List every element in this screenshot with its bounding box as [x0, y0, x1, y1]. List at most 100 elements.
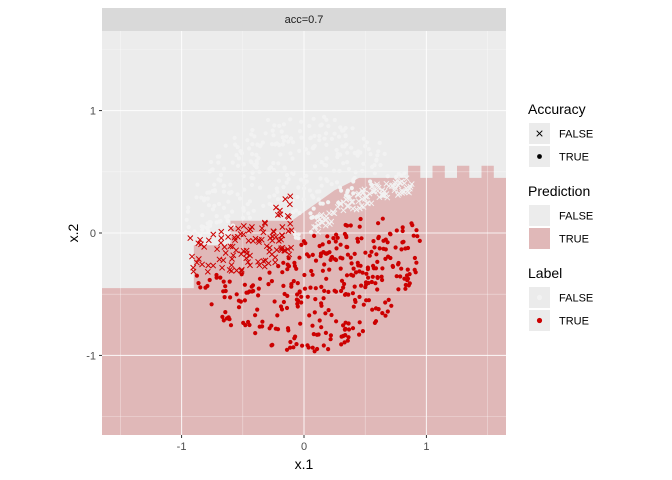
point-label-false-incorrect — [398, 187, 405, 194]
point-label-false-correct — [194, 195, 199, 200]
point-label-true-correct — [415, 234, 420, 239]
legend-dot-icon — [537, 154, 542, 159]
point-label-true-correct — [295, 304, 300, 309]
point-label-true-correct — [209, 302, 214, 307]
point-label-true-correct — [407, 272, 412, 277]
point-label-false-correct — [341, 128, 346, 133]
point-label-true-correct — [353, 299, 358, 304]
point-label-false-correct — [198, 232, 203, 238]
point-label-true-correct — [291, 345, 296, 350]
point-label-false-correct — [222, 183, 227, 188]
point-label-true-correct — [394, 228, 399, 233]
point-label-true-correct — [376, 221, 381, 226]
point-label-false-correct — [324, 131, 329, 136]
point-label-true-correct — [381, 246, 386, 251]
point-label-false-correct — [338, 152, 343, 157]
point-label-false-correct — [235, 145, 240, 150]
point-label-true-correct — [320, 242, 325, 247]
point-label-false-correct — [332, 131, 337, 136]
point-label-true-correct — [328, 333, 333, 338]
point-label-true-correct — [353, 270, 359, 275]
point-label-true-correct — [281, 260, 286, 265]
point-label-true-correct — [326, 308, 331, 313]
legend-title: Prediction — [528, 183, 590, 199]
point-label-false-correct — [338, 125, 343, 130]
point-label-true-correct — [357, 332, 362, 337]
point-label-false-correct — [228, 182, 233, 187]
point-label-true-correct — [380, 277, 385, 283]
point-label-false-incorrect — [364, 200, 371, 207]
point-label-false-correct — [382, 151, 387, 156]
point-label-false-correct — [334, 180, 340, 185]
point-label-true-correct — [357, 294, 362, 299]
point-label-false-correct — [261, 203, 266, 208]
point-label-true-incorrect — [225, 233, 232, 240]
point-label-false-correct — [254, 159, 259, 164]
point-label-false-correct — [272, 193, 277, 198]
point-label-false-correct — [241, 174, 246, 179]
point-label-true-incorrect — [235, 225, 242, 232]
point-label-false-correct — [339, 188, 344, 193]
point-label-true-correct — [275, 313, 280, 318]
point-label-true-incorrect — [187, 235, 194, 242]
point-label-false-correct — [271, 167, 277, 173]
point-label-false-correct — [375, 153, 380, 158]
point-label-true-correct — [364, 282, 369, 287]
point-label-true-correct — [267, 270, 272, 275]
point-label-true-correct — [385, 309, 390, 314]
point-label-true-correct — [329, 255, 334, 260]
point-label-true-correct — [412, 255, 417, 261]
point-label-false-correct — [272, 123, 277, 128]
point-label-true-correct — [313, 258, 319, 263]
point-label-true-correct — [319, 284, 324, 289]
point-label-false-incorrect — [403, 185, 410, 192]
point-label-true-incorrect — [276, 207, 283, 214]
point-label-true-incorrect — [227, 225, 234, 232]
point-label-false-correct — [226, 199, 231, 204]
point-label-true-correct — [318, 254, 323, 259]
point-label-false-correct — [206, 228, 211, 233]
point-label-true-correct — [285, 267, 290, 272]
point-label-true-correct — [325, 234, 330, 239]
point-label-true-correct — [327, 250, 332, 255]
y-tick-label: 1 — [90, 106, 96, 118]
point-label-false-correct — [229, 190, 234, 195]
point-label-true-correct — [326, 240, 332, 245]
point-label-false-correct — [289, 170, 294, 175]
point-label-true-correct — [343, 292, 348, 297]
point-label-true-incorrect — [288, 244, 295, 251]
point-label-true-incorrect — [282, 196, 289, 203]
point-label-false-correct — [252, 134, 257, 139]
point-label-true-correct — [223, 284, 228, 289]
legend-label: TRUE — [559, 316, 589, 328]
point-label-false-incorrect — [356, 205, 363, 212]
point-label-false-correct — [291, 140, 296, 145]
point-label-true-correct — [334, 257, 339, 263]
point-label-true-correct — [375, 287, 380, 292]
point-label-false-correct — [192, 229, 197, 234]
point-label-true-correct — [326, 289, 331, 294]
point-label-true-correct — [224, 316, 230, 321]
x-tick-label: -1 — [177, 441, 187, 453]
point-label-true-correct — [342, 231, 347, 237]
point-label-false-correct — [368, 179, 373, 184]
point-label-true-correct — [387, 231, 393, 236]
point-label-true-correct — [351, 304, 356, 309]
point-label-false-correct — [349, 186, 354, 191]
point-label-true-correct — [409, 221, 414, 226]
point-label-true-incorrect — [228, 262, 235, 269]
point-label-false-correct — [308, 135, 313, 140]
point-label-true-correct — [228, 323, 234, 328]
point-label-true-correct — [345, 223, 350, 228]
point-label-false-correct — [297, 210, 302, 216]
point-label-false-correct — [253, 164, 258, 169]
point-label-false-correct — [230, 209, 235, 214]
point-label-false-correct — [311, 206, 316, 211]
point-label-true-incorrect — [272, 259, 279, 266]
point-label-true-correct — [369, 249, 374, 254]
point-label-true-correct — [379, 274, 384, 279]
point-label-true-correct — [388, 255, 393, 261]
point-label-true-correct — [398, 274, 403, 279]
legend-label: FALSE — [559, 129, 593, 141]
point-label-true-incorrect — [286, 251, 293, 258]
